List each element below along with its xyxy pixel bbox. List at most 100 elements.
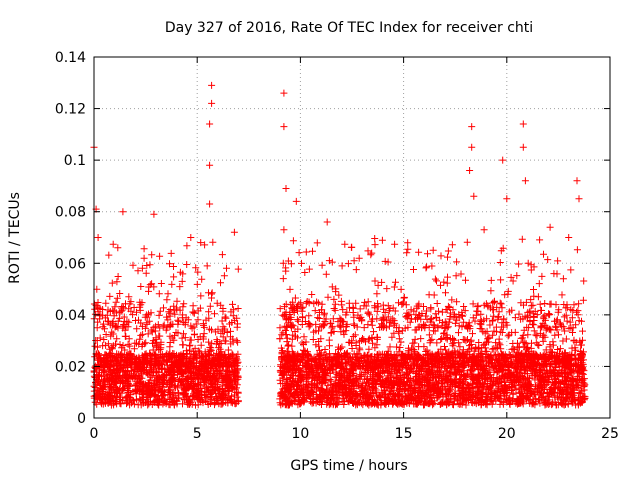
data-point: [208, 326, 215, 334]
data-point: [540, 250, 547, 258]
data-point: [437, 281, 444, 289]
data-point: [205, 386, 213, 394]
data-point: [443, 279, 451, 287]
data-point: [575, 300, 583, 308]
data-point: [105, 396, 113, 404]
data-point: [410, 266, 417, 273]
data-point: [282, 308, 290, 316]
data-point: [300, 333, 308, 341]
data-point: [305, 319, 313, 327]
data-point: [208, 359, 216, 367]
data-point: [276, 324, 284, 332]
data-point: [215, 344, 223, 352]
data-point: [362, 338, 369, 346]
data-point: [113, 386, 121, 394]
data-point: [450, 376, 458, 384]
data-point: [395, 328, 403, 335]
data-point: [205, 372, 213, 380]
data-point: [191, 331, 198, 339]
data-point: [142, 269, 150, 277]
data-point: [524, 259, 532, 267]
data-point: [494, 313, 502, 321]
data-point: [116, 309, 124, 317]
data-point: [220, 390, 228, 398]
data-point: [553, 372, 561, 380]
data-point: [321, 346, 329, 353]
data-point: [515, 260, 523, 268]
data-point: [112, 340, 119, 348]
data-point: [523, 323, 531, 331]
data-point: [116, 352, 124, 360]
data-point: [441, 343, 448, 350]
data-point: [215, 386, 223, 394]
data-point: [156, 252, 164, 260]
data-point: [136, 395, 144, 403]
data-point: [490, 327, 498, 335]
data-point: [189, 380, 197, 387]
data-point: [359, 335, 366, 342]
data-point: [229, 312, 237, 320]
data-point: [578, 341, 585, 349]
data-point: [163, 296, 171, 304]
data-point: [447, 395, 455, 403]
data-point: [515, 310, 523, 318]
data-point: [438, 335, 446, 342]
data-point: [447, 371, 455, 379]
data-point: [568, 397, 575, 405]
data-point: [160, 304, 167, 312]
data-point: [217, 339, 225, 347]
data-point: [144, 356, 152, 364]
data-point: [332, 285, 340, 293]
data-point: [286, 285, 294, 293]
data-point: [196, 367, 204, 375]
data-point: [358, 382, 366, 390]
data-point: [293, 316, 301, 324]
data-point: [580, 277, 588, 285]
data-point: [556, 345, 564, 353]
data-point: [345, 299, 353, 307]
data-point: [202, 316, 210, 324]
data-point: [338, 397, 346, 405]
data-point: [488, 345, 496, 353]
data-point: [364, 375, 371, 383]
data-point: [219, 362, 227, 370]
data-point: [327, 320, 335, 328]
data-point: [573, 308, 580, 316]
data-point: [438, 308, 446, 316]
data-point: [406, 381, 414, 389]
data-point: [122, 394, 130, 402]
data-point: [487, 287, 495, 295]
data-point: [505, 397, 513, 405]
data-point: [356, 305, 364, 313]
data-point: [213, 299, 221, 307]
data-point: [294, 317, 302, 325]
data-point: [234, 350, 242, 358]
data-point: [276, 305, 284, 313]
data-point: [505, 331, 513, 339]
data-point: [104, 306, 112, 314]
data-point: [206, 302, 214, 310]
data-point: [181, 362, 189, 369]
data-point: [180, 330, 187, 338]
data-point: [201, 356, 209, 364]
data-point: [411, 335, 419, 343]
data-point: [453, 397, 461, 405]
data-point: [371, 235, 379, 242]
data-point: [358, 317, 366, 325]
data-point: [373, 335, 381, 343]
data-point: [234, 305, 242, 312]
data-point: [440, 329, 448, 337]
data-point: [278, 388, 286, 396]
data-point: [220, 351, 228, 359]
data-point: [204, 393, 212, 400]
data-point: [450, 336, 458, 344]
data-point: [497, 300, 505, 308]
data-point: [367, 251, 375, 259]
data-point: [224, 357, 232, 365]
data-point: [182, 347, 190, 355]
data-point: [364, 298, 372, 306]
data-point: [526, 388, 534, 395]
data-point: [318, 300, 326, 308]
data-point: [118, 304, 126, 312]
data-point: [145, 283, 153, 291]
